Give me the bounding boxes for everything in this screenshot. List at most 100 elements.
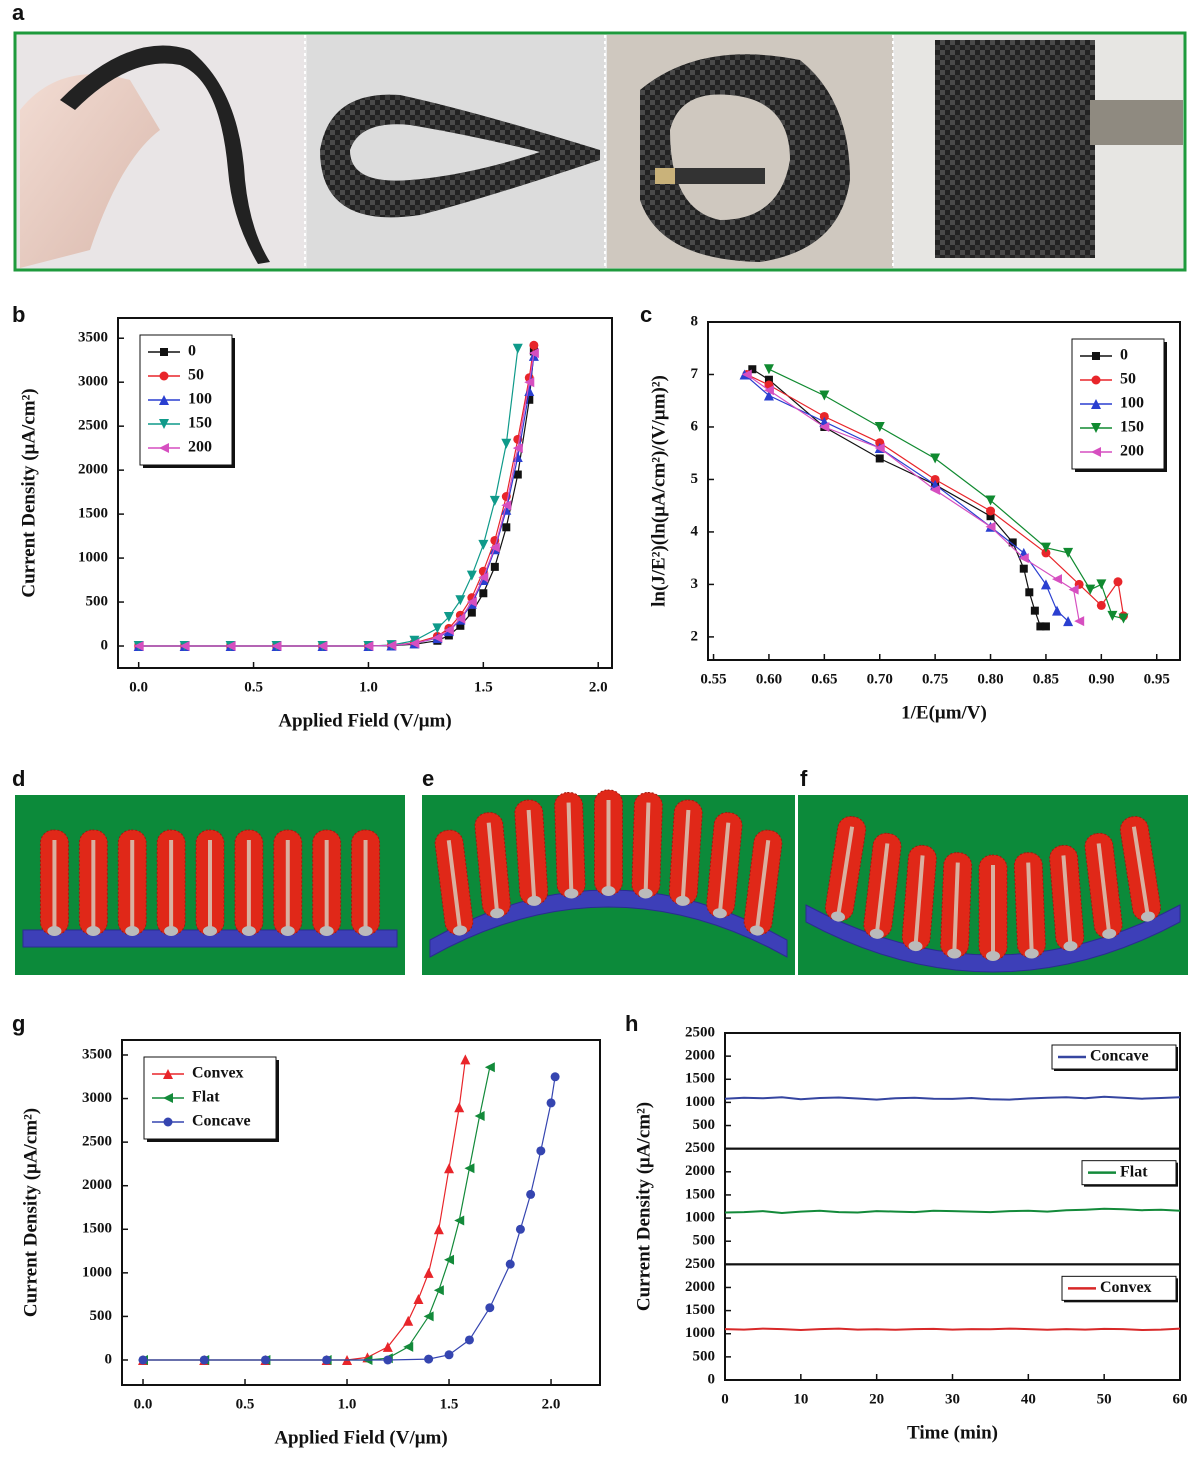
nanotube-core xyxy=(1096,843,1112,934)
marker xyxy=(763,364,774,375)
fabric-tube xyxy=(640,54,850,263)
nanotube xyxy=(434,829,474,936)
nanotube xyxy=(514,799,549,906)
y-tick-label: 1000 xyxy=(82,1264,112,1280)
nanotube-end xyxy=(1063,941,1078,952)
y-tick-label: 0 xyxy=(101,637,109,653)
marker xyxy=(536,1146,546,1156)
x-tick-label: 1.0 xyxy=(338,1396,357,1412)
marker xyxy=(478,572,489,583)
marker xyxy=(479,589,488,598)
x-tick-label: 10 xyxy=(793,1391,808,1407)
y-tick-label: 500 xyxy=(693,1117,716,1133)
y-tick-label: 1000 xyxy=(685,1325,715,1341)
x-tick-label: 0.55 xyxy=(700,671,726,687)
marker xyxy=(1019,564,1028,573)
marker xyxy=(159,395,169,405)
nanotube-end xyxy=(203,926,217,936)
series-line xyxy=(746,373,1125,616)
panel-label: d xyxy=(12,766,25,791)
y-tick-label: 1000 xyxy=(685,1094,715,1110)
marker xyxy=(819,421,830,432)
rod xyxy=(1090,100,1183,145)
y-tick-label: 2000 xyxy=(685,1163,715,1179)
marker xyxy=(512,443,523,454)
marker xyxy=(985,495,996,506)
series-line xyxy=(724,1327,1181,1332)
fabric-strip xyxy=(60,45,270,264)
marker xyxy=(986,506,996,516)
rod-tip xyxy=(655,168,675,184)
substrate xyxy=(22,929,398,948)
legend-label: 100 xyxy=(1120,395,1144,412)
marker xyxy=(423,1311,434,1322)
marker xyxy=(986,512,995,521)
marker xyxy=(1063,547,1074,558)
nanotube-end xyxy=(453,925,467,936)
marker xyxy=(1018,553,1029,564)
x-tick-label: 40 xyxy=(1021,1391,1036,1407)
hand xyxy=(20,74,160,269)
marker xyxy=(159,443,169,453)
nanotube-end xyxy=(675,895,690,906)
x-axis-label: 1/E(μm/V) xyxy=(901,702,987,723)
marker xyxy=(478,539,489,550)
series-line xyxy=(724,1207,1181,1215)
y-tick-label: 2000 xyxy=(78,462,108,478)
marker xyxy=(505,1259,515,1269)
marker xyxy=(160,348,168,356)
legend-label: 200 xyxy=(188,439,212,456)
nanotube xyxy=(631,791,663,899)
nanotube xyxy=(706,812,743,919)
x-tick-label: 1.0 xyxy=(359,679,378,695)
x-tick-label: 0.5 xyxy=(236,1396,255,1412)
nanotube-end xyxy=(638,888,653,899)
x-tick-label: 0.80 xyxy=(977,671,1003,687)
marker xyxy=(529,340,539,350)
marker xyxy=(322,1355,332,1365)
nanotube-core xyxy=(1061,855,1073,946)
y-tick-label: 1000 xyxy=(685,1210,715,1226)
series-line xyxy=(724,1095,1181,1101)
nanotube-core xyxy=(1131,826,1150,916)
marker xyxy=(443,625,454,636)
nanotube-end xyxy=(1102,928,1117,939)
x-tick-label: 0.75 xyxy=(922,671,948,687)
marker xyxy=(526,1189,536,1199)
x-tick-label: 1.5 xyxy=(474,679,493,695)
marker xyxy=(466,570,477,581)
marker xyxy=(1113,577,1123,587)
nanotube-core xyxy=(526,809,537,901)
nanotube-core xyxy=(1026,862,1034,953)
y-tick-label: 500 xyxy=(90,1308,113,1324)
marker xyxy=(512,343,523,354)
marker xyxy=(528,348,539,359)
nanotube xyxy=(1084,832,1123,939)
marker xyxy=(550,1072,560,1082)
x-tick-label: 0.0 xyxy=(129,679,148,695)
x-tick-label: 0.65 xyxy=(811,671,837,687)
marker xyxy=(1008,538,1017,547)
nanotube-end xyxy=(47,926,62,936)
nanotube xyxy=(901,844,937,952)
legend-box xyxy=(139,334,233,466)
y-tick-label: 4 xyxy=(691,523,699,539)
y-tick-label: 0 xyxy=(708,1371,716,1387)
marker xyxy=(501,500,512,511)
y-tick-label: 3500 xyxy=(82,1046,112,1062)
nanotube-end xyxy=(86,926,101,936)
marker xyxy=(1091,423,1101,433)
legend-label: 0 xyxy=(1120,347,1128,364)
nanotube-end xyxy=(1140,911,1155,922)
y-tick-label: 2500 xyxy=(82,1134,112,1150)
x-tick-label: 1.5 xyxy=(440,1396,459,1412)
y-axis-label: Current Density (μA/cm²) xyxy=(633,1102,654,1311)
marker xyxy=(985,521,996,532)
fabric-loop xyxy=(320,94,600,218)
nanotube xyxy=(312,829,342,936)
y-tick-label: 1500 xyxy=(78,506,108,522)
marker xyxy=(454,1215,465,1226)
marker xyxy=(454,1102,465,1113)
marker xyxy=(484,1062,495,1073)
